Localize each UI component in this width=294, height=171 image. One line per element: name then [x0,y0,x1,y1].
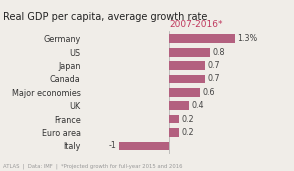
Bar [169,35,235,43]
Bar [169,61,205,70]
Text: ATLAS  |  Data: IMF  |  *Projected growth for full-year 2015 and 2016: ATLAS | Data: IMF | *Projected growth fo… [3,164,183,169]
Bar [169,75,205,83]
Bar [169,48,210,57]
Text: 2007-2016*: 2007-2016* [169,21,223,29]
Text: 0.8: 0.8 [212,48,225,57]
Bar [169,128,179,137]
Bar [169,101,189,110]
Text: -1: -1 [108,141,116,150]
Text: 0.2: 0.2 [182,128,195,137]
Text: 0.2: 0.2 [182,115,195,124]
Text: 0.4: 0.4 [192,101,205,110]
Bar [169,88,200,97]
Text: 0.7: 0.7 [207,61,220,70]
Text: 0.6: 0.6 [202,88,215,97]
Bar [169,115,179,123]
Text: 0.7: 0.7 [207,74,220,83]
Text: Real GDP per capita, average growth rate: Real GDP per capita, average growth rate [3,12,207,22]
Text: 1.3%: 1.3% [238,34,258,43]
Bar [118,142,169,150]
